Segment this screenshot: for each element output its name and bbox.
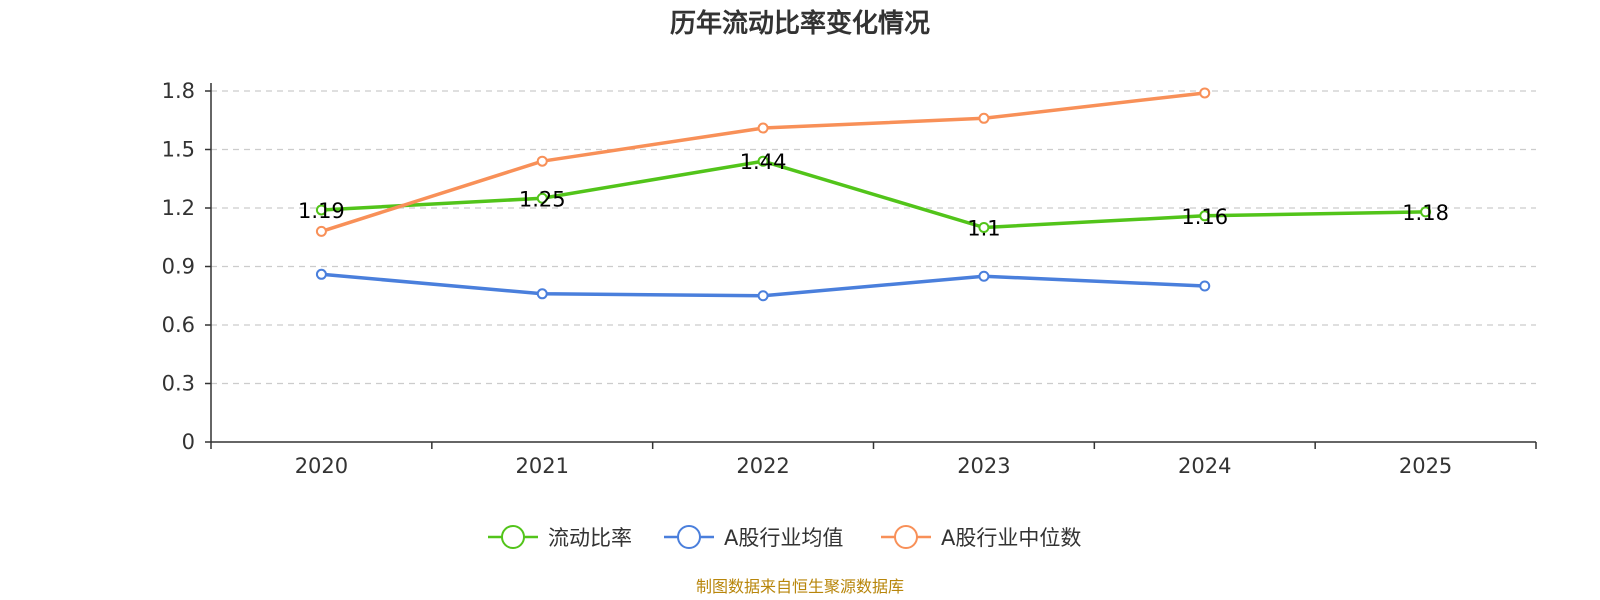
legend-item: 流动比率 (488, 525, 632, 550)
data-label: 1.19 (298, 199, 345, 223)
source-note: 制图数据来自恒生聚源数据库 (696, 577, 904, 596)
chart-title: 历年流动比率变化情况 (670, 8, 930, 39)
data-point (757, 290, 769, 302)
x-tick-label: 2024 (1178, 454, 1231, 478)
y-tick-label: 1.8 (162, 79, 195, 103)
legend-label: A股行业均值 (724, 526, 843, 550)
data-point (978, 222, 990, 233)
legend-item: A股行业中位数 (881, 525, 1081, 550)
legend-label: A股行业中位数 (941, 526, 1081, 550)
series-line-0 (321, 159, 1426, 230)
data-point (536, 288, 548, 300)
y-tick-label: 0.3 (162, 372, 195, 396)
data-point (757, 155, 769, 167)
y-tick-label: 1.5 (162, 138, 195, 162)
x-tick-label: 2025 (1399, 454, 1452, 478)
y-tick-label: 0 (182, 430, 195, 454)
y-tick-label: 1.2 (162, 196, 195, 220)
data-point (536, 192, 548, 204)
legend-label: 流动比率 (548, 526, 632, 550)
data-label: 1.18 (1402, 201, 1449, 225)
data-label: 1.44 (740, 150, 787, 174)
data-point (1199, 280, 1211, 292)
data-labels: 1.19 1.25 1.44 1.1 1.16 1.18 (298, 150, 1449, 240)
data-point (757, 122, 769, 134)
legend-marker-icon (501, 525, 525, 549)
data-point (1420, 206, 1432, 218)
axes: 0 0.3 0.6 0.9 1.2 1.5 1.8 2020 2021 2022 2023 2024 2… (162, 79, 1537, 478)
x-tick-label: 2023 (957, 454, 1010, 478)
data-point (1199, 210, 1211, 222)
data-point (315, 225, 327, 237)
legend: 流动比率 A股行业均值 A股行业中位数 (488, 525, 1081, 550)
y-tick-label: 0.6 (162, 313, 195, 337)
data-point (536, 155, 548, 167)
series-group (315, 87, 1432, 302)
data-label: 1.25 (519, 187, 566, 211)
data-point (978, 270, 990, 282)
x-tick-label: 2020 (295, 454, 348, 478)
data-label: 1.16 (1181, 205, 1228, 229)
data-label: 1.1 (967, 217, 1000, 241)
gridlines (211, 90, 1536, 385)
legend-marker-icon (677, 525, 701, 549)
data-point (315, 204, 327, 216)
y-tick-label: 0.9 (162, 255, 195, 279)
legend-marker-icon (894, 525, 918, 549)
data-point (315, 268, 327, 280)
data-point (1199, 87, 1211, 99)
x-tick-label: 2022 (736, 454, 789, 478)
data-point (978, 112, 990, 124)
x-tick-label: 2021 (516, 454, 569, 478)
legend-item: A股行业均值 (664, 525, 843, 550)
